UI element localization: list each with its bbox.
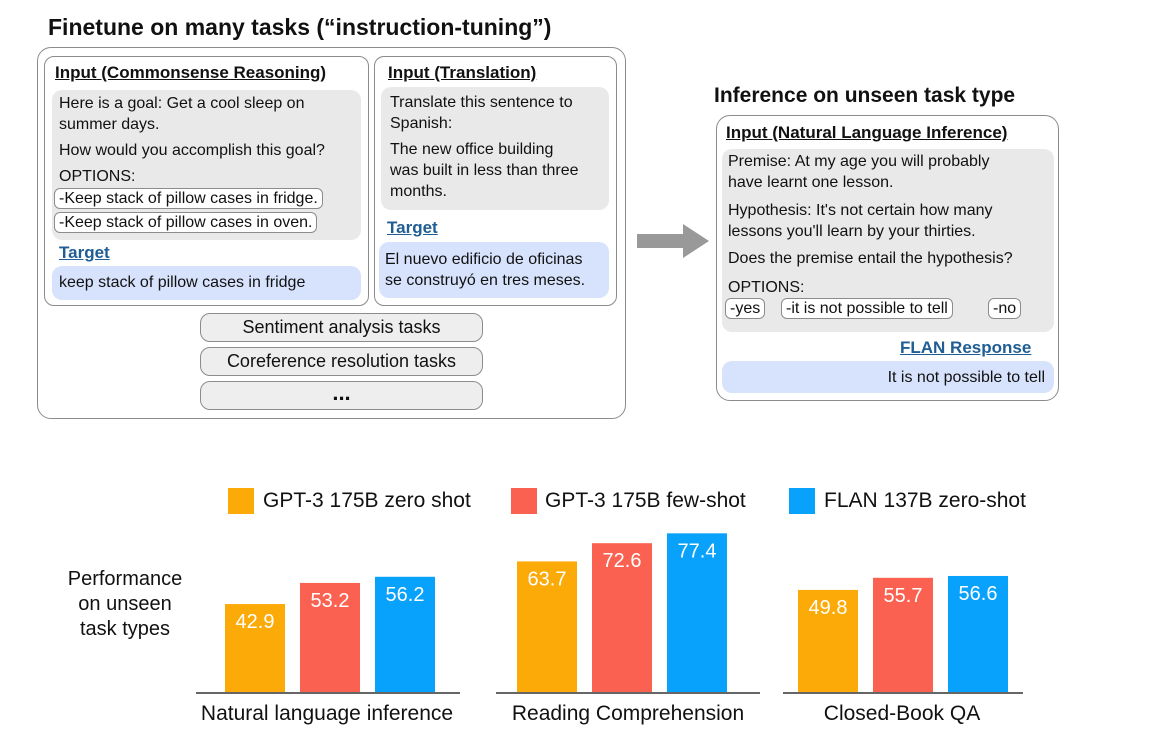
right-arrow-icon	[637, 224, 709, 258]
commonsense-target-text: keep stack of pillow cases in fridge	[59, 274, 306, 291]
bar-value-label: 77.4	[678, 540, 717, 562]
legend-label-flan: FLAN 137B zero-shot	[824, 489, 1026, 512]
bar	[948, 575, 1008, 692]
more-tasks-pill: ...	[200, 381, 483, 410]
translation-header: Input (Translation)	[388, 63, 537, 82]
bar-value-label: 56.6	[959, 583, 998, 605]
legend-swatch-gpt3-few	[511, 488, 537, 514]
bar	[798, 589, 858, 692]
bar	[667, 533, 727, 692]
flan-response-box: It is not possible to tell	[722, 361, 1054, 393]
bar-value-label: 63.7	[528, 568, 567, 590]
translation-target-line-1: El nuevo edificio de oficinas	[385, 251, 583, 268]
translation-line-5: months.	[390, 183, 447, 200]
translation-input-box: Translate this sentence to Spanish: The …	[381, 87, 609, 210]
nli-hypothesis-line-1: Hypothesis: It's not certain how many	[728, 202, 993, 219]
coreference-tasks-pill: Coreference resolution tasks	[200, 347, 483, 376]
bar	[225, 604, 285, 692]
commonsense-options-label: OPTIONS:	[59, 168, 136, 185]
finetune-title: Finetune on many tasks (“instruction-tun…	[48, 14, 552, 40]
translation-panel: Input (Translation) Translate this sente…	[374, 56, 617, 306]
chart-ylabel: Performance on unseen task types	[50, 567, 200, 642]
nli-option-not-possible: -it is not possible to tell	[781, 298, 953, 319]
nli-hypothesis-line-2: lessons you'll learn by your thirties.	[728, 223, 976, 240]
commonsense-target-label: Target	[59, 243, 110, 262]
translation-target-line-2: se construyó en tres meses.	[385, 272, 586, 289]
commonsense-question: How would you accomplish this goal?	[59, 142, 325, 159]
commonsense-header: Input (Commonsense Reasoning)	[55, 63, 327, 82]
bar-value-label: 56.2	[386, 584, 425, 606]
nli-options-label: OPTIONS:	[728, 279, 805, 296]
commonsense-option-1: -Keep stack of pillow cases in fridge.	[54, 188, 323, 209]
nli-question: Does the premise entail the hypothesis?	[728, 250, 1013, 267]
translation-line-4: was built in less than three	[390, 162, 579, 179]
bar	[300, 582, 360, 692]
commonsense-line-2: summer days.	[59, 116, 160, 133]
bar-value-label: 49.8	[809, 597, 848, 619]
translation-line-3: The new office building	[390, 141, 554, 158]
nli-premise-line-2: have learnt one lesson.	[728, 174, 894, 191]
bar	[517, 561, 577, 692]
bar-value-label: 53.2	[311, 590, 350, 612]
legend-swatch-flan	[789, 488, 815, 514]
category-label-nli: Natural language inference	[200, 702, 454, 725]
nli-option-no: -no	[988, 298, 1022, 319]
chart-ylabel-line-3: task types	[79, 618, 171, 640]
inference-title: Inference on unseen task type	[714, 84, 1016, 107]
commonsense-target-box: keep stack of pillow cases in fridge	[52, 266, 361, 300]
legend-swatch-gpt3-zero	[228, 488, 254, 514]
bar	[375, 576, 435, 692]
nli-option-yes: -yes	[725, 298, 766, 319]
bar	[592, 543, 652, 692]
translation-line-2: Spanish:	[390, 115, 453, 132]
bar-value-label: 42.9	[236, 611, 275, 633]
chart-ylabel-line-2: on unseen	[78, 593, 172, 615]
bar	[873, 577, 933, 692]
bar-value-label: 72.6	[603, 550, 642, 572]
translation-target-label: Target	[387, 218, 438, 237]
chart-ylabel-line-1: Performance	[67, 568, 183, 590]
translation-line-1: Translate this sentence to	[390, 94, 573, 111]
commonsense-panel: Input (Commonsense Reasoning) Here is a …	[44, 56, 369, 306]
translation-target-box: El nuevo edificio de oficinas se constru…	[379, 242, 609, 298]
bar-value-label: 55.7	[884, 585, 923, 607]
nli-panel: Input (Natural Language Inference) Premi…	[716, 115, 1059, 401]
sentiment-tasks-pill: Sentiment analysis tasks	[200, 313, 483, 342]
commonsense-option-2: -Keep stack of pillow cases in oven.	[54, 212, 318, 233]
nli-header: Input (Natural Language Inference)	[726, 123, 1008, 142]
legend-label-gpt3-zero: GPT-3 175B zero shot	[263, 489, 471, 512]
commonsense-input-box: Here is a goal: Get a cool sleep on summ…	[52, 90, 361, 240]
flan-response-text: It is not possible to tell	[887, 369, 1045, 386]
nli-input-box: Premise: At my age you will probably hav…	[722, 149, 1054, 332]
category-label-closed-book: Closed-Book QA	[823, 702, 981, 725]
commonsense-line-1: Here is a goal: Get a cool sleep on	[59, 95, 305, 112]
legend-label-gpt3-few: GPT-3 175B few-shot	[545, 489, 746, 512]
nli-premise-line-1: Premise: At my age you will probably	[728, 153, 990, 170]
flan-response-label: FLAN Response	[900, 338, 1032, 357]
category-label-reading: Reading Comprehension	[511, 702, 745, 725]
